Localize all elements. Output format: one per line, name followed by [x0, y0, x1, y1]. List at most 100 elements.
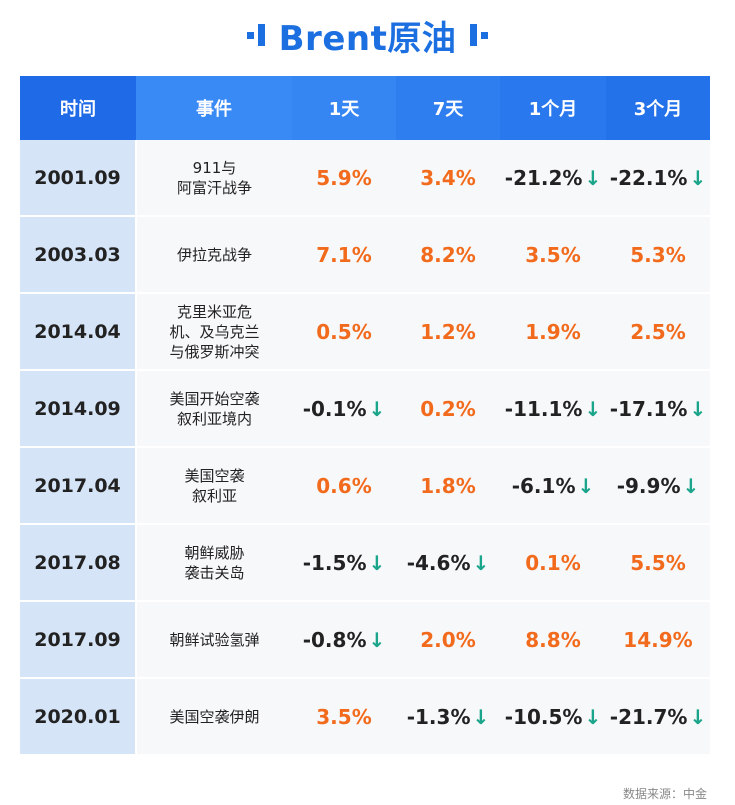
header-event: 事件 — [136, 76, 292, 140]
value-text: -22.1% — [609, 165, 688, 190]
value-text: 2.5% — [630, 319, 686, 344]
change-1-day: 5.9% — [292, 140, 396, 217]
change-7-day: 1.2% — [396, 293, 500, 371]
change-1-month: -6.1% ↓ — [500, 447, 606, 525]
value-text: -4.6% — [406, 550, 471, 575]
value-text: -1.3% — [406, 704, 471, 729]
change-3-month: 5.3% — [606, 216, 710, 294]
down-arrow-icon: ↓ — [689, 396, 707, 421]
row-time: 2017.04 — [20, 447, 137, 525]
down-arrow-icon: ↓ — [584, 165, 602, 190]
change-3-month: 5.5% — [606, 524, 710, 602]
value-text: 7.1% — [316, 242, 372, 267]
change-7-day: -1.3% ↓ — [396, 678, 500, 756]
header-1-day: 1天 — [292, 76, 396, 140]
value-text: 8.2% — [420, 242, 476, 267]
change-3-month: -9.9% ↓ — [606, 447, 710, 525]
row-event: 美国空袭伊朗 — [136, 678, 292, 756]
row-time: 2003.03 — [20, 216, 137, 294]
title-bar: Brent原油 — [0, 0, 735, 70]
value-text: 0.1% — [525, 550, 581, 575]
event-impact-table: 时间 事件 1天 7天 1个月 3个月 2001.09 911与 阿富汗战争 5.9… — [20, 76, 710, 756]
row-event: 美国开始空袭 叙利亚境内 — [136, 370, 292, 448]
change-1-month: -11.1% ↓ — [500, 370, 606, 448]
row-time: 2020.01 — [20, 678, 137, 756]
row-event: 克里米亚危 机、及乌克兰 与俄罗斯冲突 — [136, 293, 292, 371]
change-7-day: 0.2% — [396, 370, 500, 448]
change-7-day: 3.4% — [396, 140, 500, 217]
row-time: 2001.09 — [20, 140, 137, 217]
header-7-day: 7天 — [396, 76, 500, 140]
change-1-month: 0.1% — [500, 524, 606, 602]
value-text: -1.5% — [302, 550, 367, 575]
header-3-month: 3个月 — [606, 76, 710, 140]
value-text: 0.5% — [316, 319, 372, 344]
value-text: 3.4% — [420, 165, 476, 190]
value-text: 1.9% — [525, 319, 581, 344]
change-3-month: -22.1% ↓ — [606, 140, 710, 217]
down-arrow-icon: ↓ — [584, 396, 602, 421]
header-time: 时间 — [20, 76, 136, 140]
change-1-day: 0.6% — [292, 447, 396, 525]
value-text: 3.5% — [525, 242, 581, 267]
table-row: 2001.09 911与 阿富汗战争 5.9% 3.4% -21.2% ↓ -22.1% ↓ — [20, 140, 710, 217]
down-arrow-icon: ↓ — [368, 396, 386, 421]
down-arrow-icon: ↓ — [584, 704, 602, 729]
change-1-day: 0.5% — [292, 293, 396, 371]
table-row: 2017.09 朝鲜试验氢弹 -0.8% ↓ 2.0% 8.8% 14.9% — [20, 601, 710, 679]
change-1-day: 7.1% — [292, 216, 396, 294]
right-bar-decoration-icon — [470, 24, 489, 46]
change-1-day: 3.5% — [292, 678, 396, 756]
change-1-month: 3.5% — [500, 216, 606, 294]
change-1-day: -1.5% ↓ — [292, 524, 396, 602]
change-3-month: 2.5% — [606, 293, 710, 371]
value-text: 1.2% — [420, 319, 476, 344]
change-7-day: 8.2% — [396, 216, 500, 294]
value-text: 14.9% — [623, 627, 693, 652]
value-text: 8.8% — [525, 627, 581, 652]
value-text: 1.8% — [420, 473, 476, 498]
down-arrow-icon: ↓ — [472, 704, 490, 729]
value-text: 5.5% — [630, 550, 686, 575]
table-header-row: 时间 事件 1天 7天 1个月 3个月 — [20, 76, 710, 140]
table-row: 2003.03 伊拉克战争 7.1% 8.2% 3.5% 5.3% — [20, 216, 710, 294]
down-arrow-icon: ↓ — [689, 704, 707, 729]
change-1-month: -21.2% ↓ — [500, 140, 606, 217]
change-1-month: -10.5% ↓ — [500, 678, 606, 756]
down-arrow-icon: ↓ — [577, 473, 595, 498]
down-arrow-icon: ↓ — [689, 165, 707, 190]
row-event: 伊拉克战争 — [136, 216, 292, 294]
row-event: 911与 阿富汗战争 — [136, 140, 292, 217]
row-time: 2014.04 — [20, 293, 137, 371]
value-text: -11.1% — [504, 396, 583, 421]
value-text: -9.9% — [616, 473, 681, 498]
change-7-day: 1.8% — [396, 447, 500, 525]
value-text: 2.0% — [420, 627, 476, 652]
value-text: -21.7% — [609, 704, 688, 729]
value-text: 3.5% — [316, 704, 372, 729]
value-text: 5.9% — [316, 165, 372, 190]
value-text: -6.1% — [511, 473, 576, 498]
left-bar-decoration-icon — [246, 24, 265, 46]
table-row: 2014.09 美国开始空袭 叙利亚境内 -0.1% ↓ 0.2% -11.1% ↓ -17.… — [20, 370, 710, 448]
change-1-day: -0.1% ↓ — [292, 370, 396, 448]
page-title: Brent原油 — [278, 18, 457, 59]
value-text: -10.5% — [504, 704, 583, 729]
value-text: 5.3% — [630, 242, 686, 267]
value-text: 0.2% — [420, 396, 476, 421]
down-arrow-icon: ↓ — [472, 550, 490, 575]
change-3-month: -17.1% ↓ — [606, 370, 710, 448]
change-7-day: -4.6% ↓ — [396, 524, 500, 602]
down-arrow-icon: ↓ — [368, 627, 386, 652]
value-text: 0.6% — [316, 473, 372, 498]
row-time: 2014.09 — [20, 370, 137, 448]
table-row: 2014.04 克里米亚危 机、及乌克兰 与俄罗斯冲突 0.5% 1.2% 1.9% 2.… — [20, 293, 710, 371]
table-row: 2020.01 美国空袭伊朗 3.5% -1.3% ↓ -10.5% ↓ -21.7% ↓ — [20, 678, 710, 756]
change-3-month: 14.9% — [606, 601, 710, 679]
change-1-month: 8.8% — [500, 601, 606, 679]
row-event: 朝鲜威胁 袭击关岛 — [136, 524, 292, 602]
row-time: 2017.09 — [20, 601, 137, 679]
header-1-month: 1个月 — [500, 76, 606, 140]
row-time: 2017.08 — [20, 524, 137, 602]
table-row: 2017.08 朝鲜威胁 袭击关岛 -1.5% ↓ -4.6% ↓ 0.1% 5.5% — [20, 524, 710, 602]
